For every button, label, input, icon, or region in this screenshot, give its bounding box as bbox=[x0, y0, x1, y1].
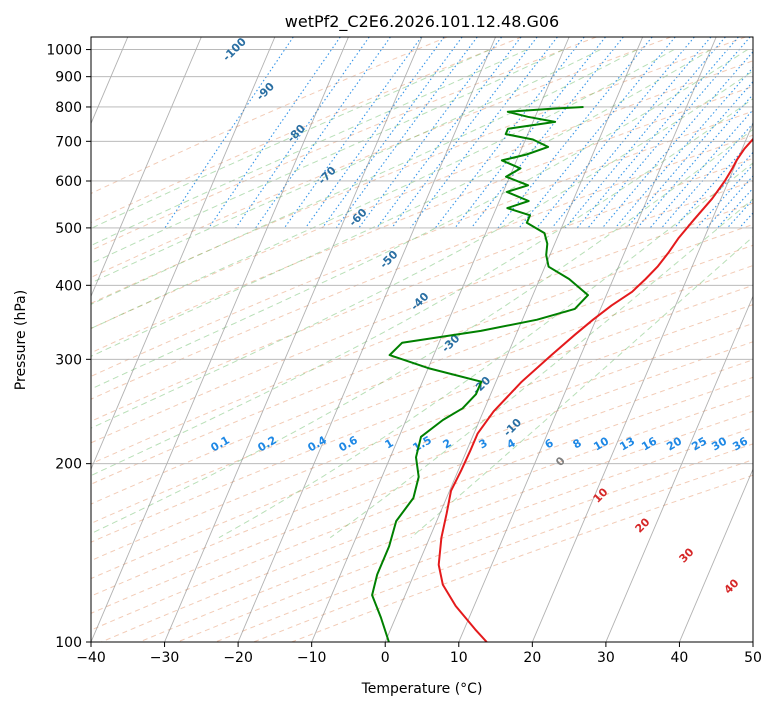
moist-adiabat-line bbox=[91, 49, 638, 305]
y-axis-title: Pressure (hPa) bbox=[13, 290, 29, 390]
mixing-ratio-line bbox=[164, 37, 294, 229]
mixing-ratio-line bbox=[497, 37, 653, 229]
mixing-ratio-line bbox=[208, 37, 341, 229]
dry-adiabat-line bbox=[91, 37, 746, 304]
mixing-ratio-line bbox=[454, 37, 606, 229]
mixing-ratio-line bbox=[335, 37, 478, 229]
dry-adiabat-line bbox=[91, 284, 753, 543]
isotherm-line bbox=[91, 37, 202, 298]
x-tick-label: −10 bbox=[297, 650, 327, 666]
y-tick-label: 500 bbox=[55, 221, 82, 237]
mixing-ratio-line bbox=[551, 37, 712, 229]
x-axis: −40 −30 −20 −10 0 10 20 30 40 50 bbox=[76, 642, 762, 666]
chart-title: wetPf2_C2E6.2026.101.12.48.G06 bbox=[285, 12, 559, 32]
x-tick-label: −30 bbox=[150, 650, 180, 666]
isotherm-line bbox=[91, 37, 349, 642]
dry-adiabat-line bbox=[91, 37, 522, 224]
dry-adiabat-line bbox=[91, 376, 753, 631]
background-lines bbox=[91, 37, 753, 642]
moist-adiabat-line bbox=[329, 198, 753, 539]
x-tick-label: 50 bbox=[744, 650, 762, 666]
y-tick-label: 900 bbox=[55, 70, 82, 86]
moist-adiabat-line bbox=[91, 128, 753, 535]
isotherm-line bbox=[384, 37, 644, 642]
moist-adiabat-line bbox=[91, 49, 712, 357]
moist-adiabat-line bbox=[91, 49, 675, 330]
isotherm-line bbox=[605, 295, 753, 642]
dry-adiabat-line bbox=[91, 180, 753, 444]
moist-adiabat-line bbox=[410, 236, 753, 539]
series-line bbox=[371, 106, 589, 642]
mixing-ratio-line bbox=[564, 37, 726, 229]
dry-adiabat-line bbox=[91, 37, 597, 252]
moist-adiabat-line bbox=[91, 70, 753, 429]
moist-adiabat-line bbox=[91, 98, 753, 477]
series-layer bbox=[371, 106, 753, 642]
mixing-ratio-line bbox=[305, 37, 445, 229]
moist-adiabat-line bbox=[91, 49, 601, 284]
mixing-ratio-line bbox=[283, 37, 422, 229]
mixing-ratio-line bbox=[321, 37, 463, 229]
y-tick-label: 200 bbox=[55, 457, 82, 473]
dry-adiabat-line bbox=[91, 37, 448, 195]
y-tick-label: 800 bbox=[55, 100, 82, 116]
plot-frame bbox=[90, 36, 754, 643]
mixing-ratio-line bbox=[649, 109, 753, 229]
series-line bbox=[437, 137, 753, 642]
mixing-ratio-line bbox=[626, 80, 753, 229]
y-tick-label: 400 bbox=[55, 278, 82, 294]
mixing-ratio-line bbox=[636, 93, 753, 229]
dry-adiabat-line bbox=[91, 85, 753, 354]
mixing-ratio-line bbox=[235, 37, 370, 229]
y-tick-label: 100 bbox=[55, 635, 82, 651]
isotherm-line bbox=[91, 37, 276, 471]
x-tick-label: 10 bbox=[450, 650, 468, 666]
mixing-ratio-line bbox=[376, 37, 522, 229]
isotherm-line bbox=[531, 122, 753, 642]
y-tick-label: 700 bbox=[55, 134, 82, 150]
x-tick-label: 30 bbox=[597, 650, 615, 666]
mixing-ratio-line bbox=[358, 37, 503, 229]
isotherm-line bbox=[237, 37, 496, 642]
dry-adiabat-line bbox=[91, 265, 753, 524]
y-axis: 100 200 300 400 500 600 700 800 900 1000 bbox=[46, 43, 91, 651]
x-tick-label: −40 bbox=[76, 650, 106, 666]
isotherm-line bbox=[679, 467, 753, 642]
moist-adiabat-line bbox=[91, 49, 748, 390]
x-tick-label: −20 bbox=[223, 650, 253, 666]
gridlines bbox=[91, 37, 753, 642]
dry-adiabat-line bbox=[91, 157, 753, 422]
x-tick-label: 40 bbox=[671, 650, 689, 666]
x-axis-title: Temperature (°C) bbox=[361, 681, 483, 697]
isotherm-line bbox=[458, 37, 717, 642]
isotherm-line bbox=[164, 37, 423, 642]
mixing-ratio-line bbox=[518, 37, 676, 229]
y-tick-label: 300 bbox=[55, 352, 82, 368]
x-tick-label: 0 bbox=[381, 650, 390, 666]
x-tick-label: 20 bbox=[523, 650, 541, 666]
y-tick-label: 1000 bbox=[46, 43, 82, 59]
dry-adiabat-line bbox=[91, 359, 753, 614]
y-tick-label: 600 bbox=[55, 174, 82, 190]
dry-adiabat-line bbox=[91, 110, 753, 377]
dry-adiabat-line bbox=[91, 322, 753, 580]
dry-adiabat-line bbox=[91, 223, 753, 485]
mixing-ratio-line bbox=[470, 37, 624, 229]
